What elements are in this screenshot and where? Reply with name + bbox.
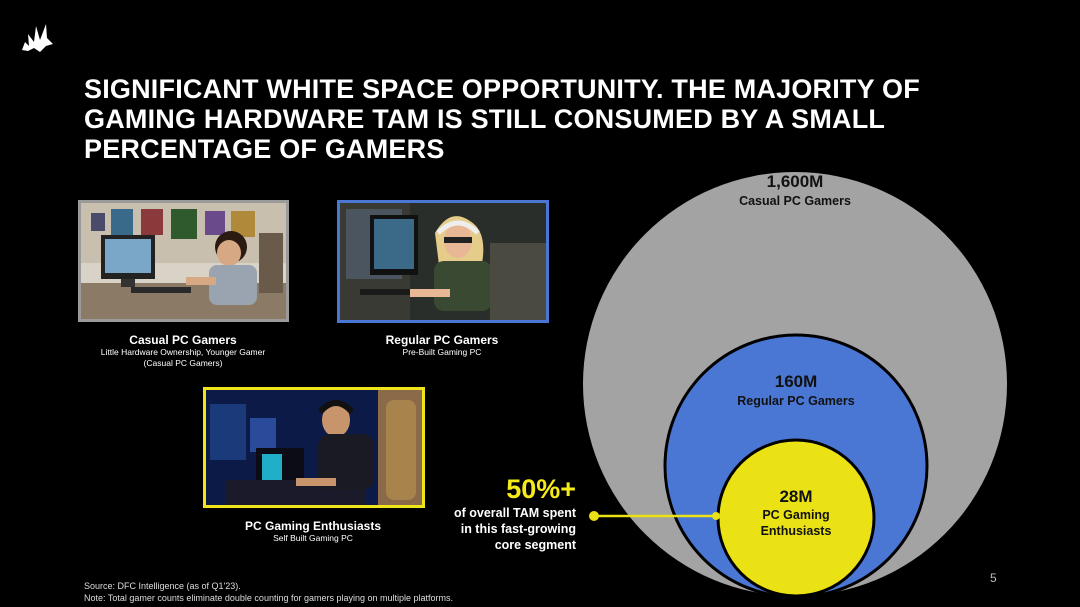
- middle-circle-label: 160M Regular PC Gamers: [700, 372, 892, 410]
- tam-line-3: core segment: [494, 538, 576, 552]
- casual-caption: Casual PC Gamers Little Hardware Ownersh…: [68, 333, 298, 369]
- title-line: GAMING HARDWARE TAM IS STILL CONSUMED BY…: [84, 104, 886, 134]
- tam-line-1: of overall TAM spent: [453, 506, 576, 520]
- regular-gamer-photo: [337, 200, 549, 323]
- outer-label: Casual PC Gamers: [739, 194, 851, 208]
- footer-notes: Source: DFC Intelligence (as of Q1'23). …: [84, 580, 453, 604]
- callout-dot-left: [589, 511, 599, 521]
- corsair-logo-icon: [22, 24, 53, 52]
- regular-caption: Regular PC Gamers Pre-Built Gaming PC: [337, 333, 547, 358]
- tam-line-2: in this fast-growing: [460, 522, 576, 536]
- tam-share-description: of overall TAM spent in this fast-growin…: [420, 505, 576, 553]
- enthusiast-caption: PC Gaming Enthusiasts Self Built Gaming …: [203, 519, 423, 544]
- enthusiast-sub-1: Self Built Gaming PC: [273, 533, 353, 543]
- tam-share-value: 50%+: [506, 474, 576, 504]
- casual-title: Casual PC Gamers: [129, 333, 237, 347]
- enthusiast-title: PC Gaming Enthusiasts: [244, 519, 382, 533]
- page-number: 5: [990, 571, 997, 585]
- callout-dot-right: [712, 512, 720, 520]
- enthusiast-gamer-photo: [203, 387, 425, 508]
- outer-value: 1,600M: [766, 172, 824, 191]
- regular-sub-1: Pre-Built Gaming PC: [402, 347, 482, 357]
- casual-gamer-photo: [78, 200, 289, 322]
- inner-label-2: Enthusiasts: [760, 524, 832, 538]
- footnote: Note: Total gamer counts eliminate doubl…: [84, 593, 454, 603]
- title-line: PERCENTAGE OF GAMERS: [84, 134, 445, 164]
- regular-title: Regular PC Gamers: [385, 333, 499, 347]
- middle-value: 160M: [774, 372, 818, 391]
- outer-circle-label: 1,600M Casual PC Gamers: [700, 172, 890, 210]
- inner-circle-label: 28M PC Gaming Enthusiasts: [730, 487, 862, 539]
- middle-label: Regular PC Gamers: [737, 394, 855, 408]
- inner-label-1: PC Gaming: [762, 508, 830, 522]
- inner-value: 28M: [779, 487, 813, 506]
- casual-sub-2: (Casual PC Gamers): [143, 358, 223, 368]
- page-title: SIGNIFICANT WHITE SPACE OPPORTUNITY. THE…: [84, 74, 1024, 164]
- casual-sub-1: Little Hardware Ownership, Younger Gamer: [100, 347, 266, 357]
- source-note: Source: DFC Intelligence (as of Q1'23).: [84, 581, 241, 591]
- title-line: SIGNIFICANT WHITE SPACE OPPORTUNITY. THE…: [84, 74, 920, 104]
